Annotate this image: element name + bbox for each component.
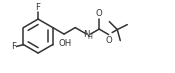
Text: O: O [96,9,103,18]
Text: OH: OH [58,39,72,48]
Text: F: F [36,3,41,12]
Text: H: H [87,34,92,40]
Text: N: N [83,30,90,39]
Text: O: O [105,36,112,45]
Text: F: F [11,42,16,51]
